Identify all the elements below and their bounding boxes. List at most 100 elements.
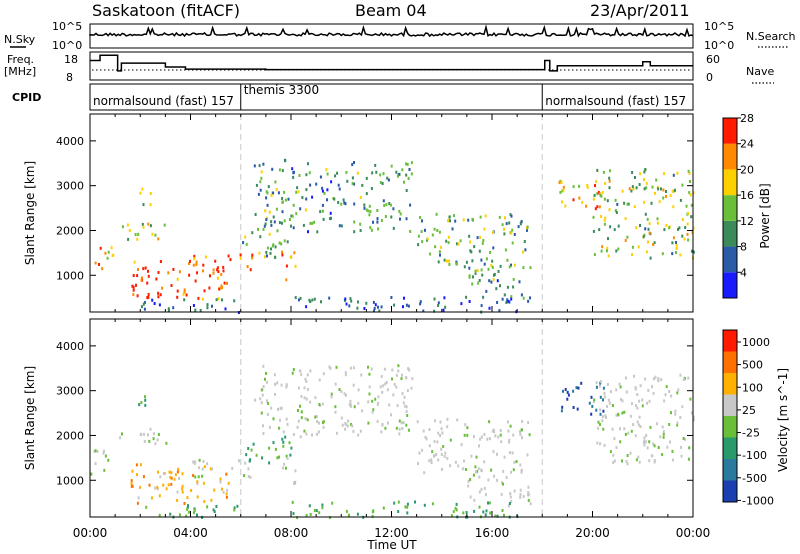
data-cell: [506, 258, 509, 262]
data-cell: [652, 392, 655, 395]
data-cell: [144, 403, 147, 407]
data-cell: [492, 231, 494, 234]
data-cell: [140, 278, 143, 282]
data-cell: [627, 202, 630, 206]
data-cell: [104, 454, 107, 458]
data-cell: [281, 221, 283, 225]
data-cell: [147, 433, 149, 437]
data-cell: [421, 448, 424, 452]
data-cell: [403, 296, 405, 300]
data-cell: [606, 383, 609, 386]
data-cell: [623, 410, 626, 414]
data-cell: [357, 401, 360, 405]
data-cell: [307, 162, 309, 166]
data-cell: [334, 410, 337, 414]
data-cell: [309, 221, 312, 225]
data-cell: [338, 388, 341, 392]
data-cell: [510, 499, 513, 503]
data-cell: [254, 398, 257, 402]
data-cell: [488, 437, 491, 441]
data-cell: [390, 164, 393, 168]
data-cell: [407, 428, 410, 432]
data-cell: [390, 215, 393, 219]
data-cell: [282, 430, 285, 434]
data-cell: [562, 188, 565, 192]
cpid-label: CPID: [12, 91, 41, 104]
data-cell: [347, 419, 350, 423]
data-cell: [410, 172, 413, 176]
cpid-segment-label: themis 3300: [244, 83, 319, 97]
data-cell: [659, 435, 662, 439]
data-cell: [320, 300, 322, 304]
data-cell: [283, 462, 286, 466]
data-cell: [292, 368, 295, 371]
data-cell: [141, 276, 143, 280]
data-cell: [433, 297, 436, 301]
data-cell: [137, 496, 140, 500]
data-cell: [262, 227, 265, 231]
data-cell: [433, 440, 436, 444]
data-cell: [437, 260, 440, 264]
data-cell: [257, 192, 260, 196]
data-cell: [665, 223, 668, 227]
velocity-colorbar-label: Velocity [m s^-1]: [776, 368, 790, 472]
data-cell: [439, 434, 442, 437]
data-cell: [103, 468, 106, 472]
data-cell: [336, 171, 339, 175]
data-cell: [515, 460, 518, 464]
data-cell: [344, 297, 347, 301]
data-cell: [503, 293, 506, 297]
data-cell: [278, 168, 281, 172]
data-cell: [637, 423, 640, 427]
data-cell: [269, 251, 272, 255]
data-cell: [560, 180, 563, 184]
data-cell: [499, 429, 502, 432]
data-cell: [617, 413, 620, 417]
data-cell: [372, 408, 375, 412]
data-cell: [501, 297, 504, 301]
colorbar-tick-label: 20: [740, 163, 754, 176]
data-cell: [602, 427, 605, 431]
data-cell: [282, 440, 285, 444]
data-cell: [404, 376, 407, 380]
data-cell: [435, 212, 438, 216]
data-cell: [596, 205, 599, 209]
data-cell: [690, 203, 693, 207]
data-cell: [309, 400, 312, 404]
data-cell: [522, 296, 525, 300]
data-cell: [496, 514, 499, 518]
data-cell: [219, 477, 222, 481]
data-cell: [519, 463, 522, 467]
data-cell: [214, 259, 217, 263]
data-cell: [410, 161, 413, 165]
data-cell: [480, 487, 483, 491]
data-cell: [274, 245, 277, 249]
data-cell: [511, 451, 514, 455]
data-cell: [433, 227, 436, 231]
data-cell: [349, 404, 352, 408]
y-tick-label: 4000: [56, 135, 84, 148]
data-cell: [447, 241, 450, 245]
data-cell: [308, 298, 311, 302]
data-cell: [668, 226, 671, 230]
data-cell: [275, 207, 278, 211]
data-cell: [377, 395, 380, 399]
data-cell: [244, 235, 247, 239]
data-cell: [689, 180, 691, 183]
data-cell: [603, 391, 606, 395]
data-cell: [280, 242, 283, 246]
data-cell: [635, 404, 637, 408]
data-cell: [677, 227, 679, 231]
data-cell: [455, 260, 458, 264]
data-cell: [198, 466, 201, 470]
data-cell: [474, 269, 477, 273]
data-cell: [677, 388, 680, 392]
data-cell: [151, 496, 153, 500]
time-axis: 00:00 04:00 08:00 12:00 16:00 20:00 00:00: [73, 526, 711, 540]
data-cell: [615, 413, 618, 417]
data-cell: [188, 262, 191, 265]
data-cell: [287, 197, 290, 201]
data-cell: [388, 202, 391, 205]
data-cell: [289, 453, 292, 457]
data-cell: [657, 377, 660, 381]
